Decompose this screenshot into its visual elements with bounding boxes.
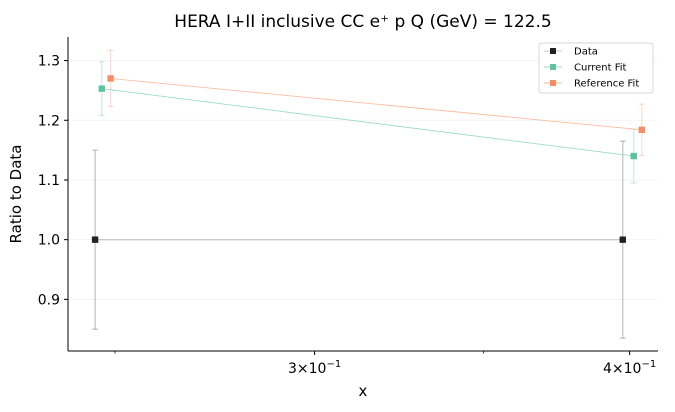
y-tick-label: 1.1 — [38, 173, 60, 189]
legend-marker — [550, 48, 556, 54]
series-line — [101, 88, 634, 157]
data-point — [91, 236, 99, 243]
legend-item: Reference Fit — [544, 79, 639, 90]
legend-label: Reference Fit — [574, 79, 639, 90]
series-reference-fit — [107, 49, 646, 157]
axes: 0.9 1.0 1.1 1.2 1.3 3×10−1 4×10−1 — [38, 37, 658, 377]
data-point — [630, 152, 637, 160]
legend-label: Data — [574, 47, 598, 58]
y-tick-label: 0.9 — [38, 292, 60, 308]
legend: Data Current Fit Reference Fit — [538, 42, 654, 94]
legend-item: Data — [544, 47, 598, 58]
series-line — [110, 78, 642, 131]
series-data — [91, 140, 626, 339]
y-tick-label: 1.3 — [38, 54, 60, 70]
y-tick-label: 1.2 — [38, 113, 60, 129]
data-point — [107, 75, 114, 82]
x-axis-label: x — [359, 382, 368, 400]
plot-area — [91, 49, 646, 339]
legend-marker — [550, 80, 556, 86]
data-point — [98, 85, 105, 92]
data-point — [619, 236, 626, 243]
chart-title: HERA I+II inclusive CC e⁺ p Q (GeV) = 12… — [174, 12, 551, 32]
y-axis-label: Ratio to Data — [7, 145, 25, 244]
y-tick-label: 1.0 — [38, 233, 60, 249]
legend-label: Current Fit — [574, 63, 627, 74]
grid-lines — [68, 60, 658, 300]
legend-item: Current Fit — [544, 63, 627, 74]
x-tick-label: 3×10−1 — [288, 359, 341, 377]
legend-marker — [550, 64, 556, 70]
legend-box — [538, 42, 654, 94]
x-tick-label: 4×10−1 — [603, 359, 656, 377]
data-point — [638, 126, 646, 134]
